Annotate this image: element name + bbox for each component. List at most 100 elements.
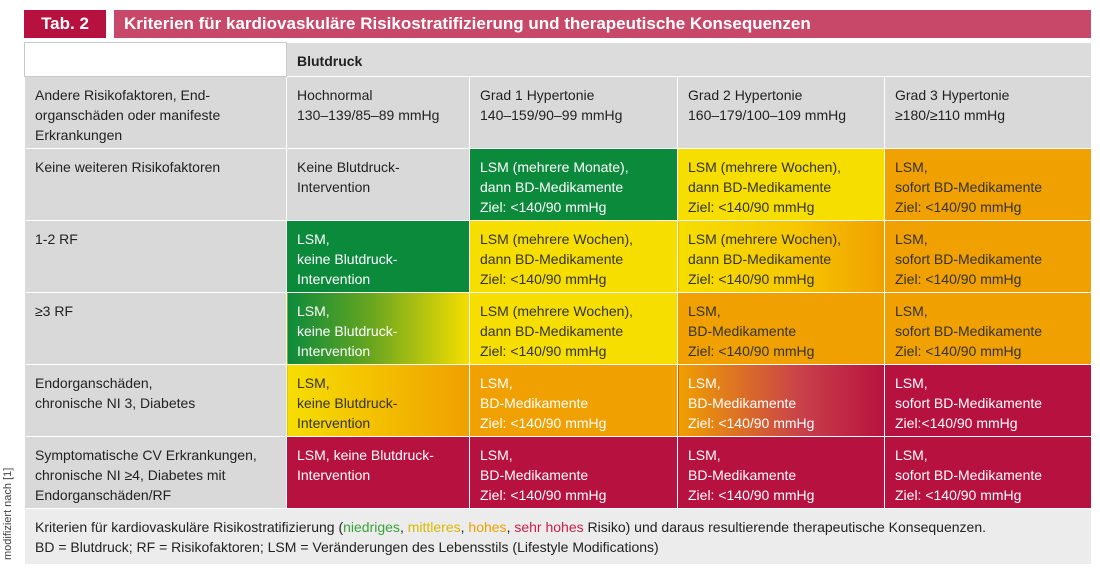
table-cell: LSM (mehrere Wochen), dann BD-Medikament… <box>677 148 885 221</box>
text-line: Ziel:<140/90 mmHg <box>895 415 1018 431</box>
risk-low-label: niedriges <box>343 519 400 535</box>
row-header-title: Andere Risikofaktoren, End- organschäden… <box>24 76 287 149</box>
row-label: ≥3 RF <box>24 292 287 365</box>
text-line: sofort BD-Medikamente <box>895 323 1043 339</box>
separator: , <box>460 519 469 535</box>
text-line: dann BD-Medikamente <box>480 179 624 195</box>
table-cell: LSM, BD-Medikamente Ziel: <140/90 mmHg <box>677 364 885 437</box>
risk-table: Blutdruck Andere Risikofaktoren, End- or… <box>23 42 1093 565</box>
text-line: sofort BD-Medikamente <box>895 251 1043 267</box>
table-title: Kriterien für kardiovaskuläre Risikostra… <box>114 10 1091 38</box>
text-line: keine Blutdruck- <box>297 323 398 339</box>
text-line: Ziel: <140/90 mmHg <box>480 343 607 359</box>
text-line: Ziel: <140/90 mmHg <box>688 415 815 431</box>
text-line: LSM, <box>688 303 721 319</box>
table-footer-row: Kriterien für kardiovaskuläre Risikostra… <box>23 508 1093 565</box>
table-cell: LSM, sofort BD-Medikamente Ziel: <140/90… <box>883 292 1093 365</box>
text-line: Intervention <box>297 343 371 359</box>
table-row: Keine weiteren Risikofaktoren Keine Blut… <box>24 148 1093 221</box>
table-row: Endorganschäden, chronische NI 3, Diabet… <box>24 364 1093 437</box>
text-line: 160–179/100–109 mmHg <box>688 107 847 123</box>
text-line: Ziel: <140/90 mmHg <box>688 343 815 359</box>
row-label: Keine weiteren Risikofaktoren <box>24 148 287 221</box>
text-line: Ziel: <140/90 mmHg <box>480 199 607 215</box>
text-line: Andere Risikofaktoren, End- <box>35 87 211 103</box>
risk-mid-label: mittleres <box>407 519 461 535</box>
text-line: Ziel: <140/90 mmHg <box>895 343 1022 359</box>
text-line: LSM, <box>895 303 928 319</box>
text-line: Keine Blutdruck- <box>297 159 400 175</box>
column-header-grad3: Grad 3 Hypertonie ≥180/≥110 mmHg <box>883 76 1093 149</box>
empty-header-cell <box>24 42 287 77</box>
text-line: LSM, keine Blutdruck- <box>297 447 434 463</box>
text-line: Intervention <box>297 415 371 431</box>
text-line: LSM, <box>480 375 513 391</box>
table-cell: LSM, sofort BD-Medikamente Ziel: <140/90… <box>883 148 1093 221</box>
footnote-text: Risiko) und daraus resultierende therape… <box>583 519 987 535</box>
table-footnote: Kriterien für kardiovaskuläre Risikostra… <box>23 508 1093 565</box>
text-line: LSM, <box>297 303 330 319</box>
text-line: 140–159/90–99 mmHg <box>480 107 623 123</box>
text-line: BD-Medikamente <box>688 395 797 411</box>
text-line: keine Blutdruck- <box>297 395 398 411</box>
row-label: Endorganschäden, chronische NI 3, Diabet… <box>24 364 287 437</box>
text-line: chronische NI 3, Diabetes <box>35 395 196 411</box>
text-line: Ziel: <140/90 mmHg <box>480 487 607 503</box>
text-line: BD-Medikamente <box>480 395 589 411</box>
text-line: Grad 1 Hypertonie <box>480 87 595 103</box>
text-line: chronische NI ≥4, Diabetes mit <box>35 467 226 483</box>
column-header-grad2: Grad 2 Hypertonie 160–179/100–109 mmHg <box>677 76 885 149</box>
separator: , <box>399 519 408 535</box>
footnote-text: Kriterien für kardiovaskuläre Risikostra… <box>35 519 344 535</box>
table-cell: LSM, keine Blutdruck- Intervention <box>286 364 470 437</box>
table-cell: LSM, sofort BD-Medikamente Ziel:<140/90 … <box>883 364 1093 437</box>
source-note: modifiziert nach [1] <box>2 467 14 560</box>
text-line: LSM, <box>688 447 721 463</box>
table-cell: LSM, keine Blutdruck- Intervention <box>286 220 470 293</box>
text-line: LSM (mehrere Monate), <box>480 159 629 175</box>
table-number-label: Tab. 2 <box>24 10 106 38</box>
text-line: BD-Medikamente <box>480 467 589 483</box>
text-line: BD-Medikamente <box>688 467 797 483</box>
text-line: Ziel: <140/90 mmHg <box>688 199 815 215</box>
table-row: Symptomatische CV Erkrankungen, chronisc… <box>24 436 1093 509</box>
text-line: Ziel: <140/90 mmHg <box>480 415 607 431</box>
table-top-header-row: Blutdruck <box>24 42 1093 77</box>
blutdruck-header: Blutdruck <box>285 42 1093 77</box>
column-header-hochnormal: Hochnormal 130–139/85–89 mmHg <box>286 76 470 149</box>
text-line: Ziel: <140/90 mmHg <box>895 199 1022 215</box>
table-cell: LSM (mehrere Wochen), dann BD-Medikament… <box>469 220 678 293</box>
text-line: Intervention <box>297 467 371 483</box>
text-line: Grad 3 Hypertonie <box>895 87 1010 103</box>
risk-high-label: hohes <box>468 519 507 535</box>
text-line: LSM, <box>480 447 513 463</box>
table-cell: LSM (mehrere Wochen), dann BD-Medikament… <box>677 220 885 293</box>
text-line: Grad 2 Hypertonie <box>688 87 803 103</box>
text-line: Intervention <box>297 271 371 287</box>
text-line: keine Blutdruck- <box>297 251 398 267</box>
table-cell: LSM, keine Blutdruck- Intervention <box>286 436 470 509</box>
table-row: 1-2 RF LSM, keine Blutdruck- Interventio… <box>24 220 1093 293</box>
table-cell: LSM, keine Blutdruck- Intervention <box>286 292 470 365</box>
table-cell: LSM, BD-Medikamente Ziel: <140/90 mmHg <box>469 364 678 437</box>
table-row: ≥3 RF LSM, keine Blutdruck- Intervention… <box>24 292 1093 365</box>
table-cell: LSM, BD-Medikamente Ziel: <140/90 mmHg <box>677 436 885 509</box>
text-line: ≥180/≥110 mmHg <box>895 107 1006 123</box>
text-line: LSM, <box>895 375 928 391</box>
text-line: LSM, <box>895 447 928 463</box>
text-line: organschäden oder manifeste <box>35 107 221 123</box>
table-cell: LSM, sofort BD-Medikamente Ziel: <140/90… <box>883 220 1093 293</box>
text-line: LSM, <box>895 231 928 247</box>
table-cell: LSM, BD-Medikamente Ziel: <140/90 mmHg <box>469 436 678 509</box>
text-line: Ziel: <140/90 mmHg <box>480 271 607 287</box>
table-cell: LSM, sofort BD-Medikamente Ziel: <140/90… <box>883 436 1093 509</box>
row-label: Symptomatische CV Erkrankungen, chronisc… <box>24 436 287 509</box>
table-cell: LSM, BD-Medikamente Ziel: <140/90 mmHg <box>677 292 885 365</box>
text-line: dann BD-Medikamente <box>688 179 832 195</box>
text-line: dann BD-Medikamente <box>480 323 624 339</box>
text-line: BD-Medikamente <box>688 323 797 339</box>
row-label: 1-2 RF <box>24 220 287 293</box>
text-line: LSM, <box>297 231 330 247</box>
risk-very-high-label: sehr hohes <box>514 519 584 535</box>
text-line: LSM (mehrere Wochen), <box>688 159 842 175</box>
